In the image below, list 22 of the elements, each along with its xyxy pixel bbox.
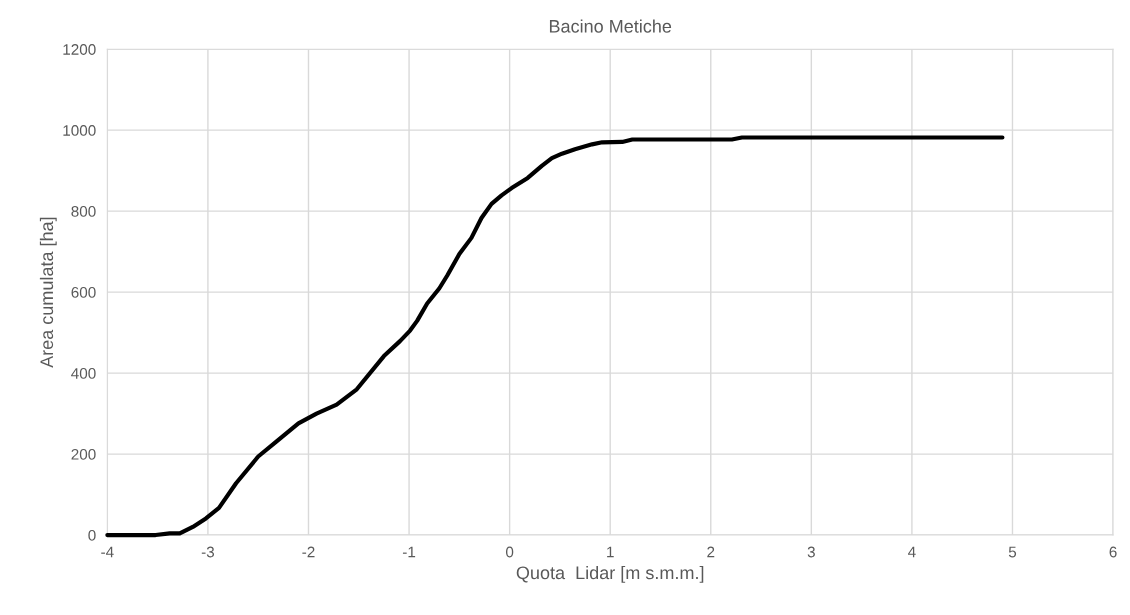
y-tick-label: 0 xyxy=(88,529,96,541)
chart-title: Bacino Metiche xyxy=(549,19,672,33)
y-tick-label: 1200 xyxy=(63,44,96,55)
x-tick-label: -2 xyxy=(302,546,315,558)
y-tick-label: 600 xyxy=(71,286,96,298)
x-tick-label: 1 xyxy=(607,546,614,558)
x-tick-label: 3 xyxy=(807,546,815,558)
x-tick-label: 2 xyxy=(707,546,715,558)
y-tick-label: 200 xyxy=(71,448,96,460)
y-tick-label: 1000 xyxy=(63,125,96,136)
y-tick-label: 400 xyxy=(71,367,96,379)
line-series xyxy=(105,135,1005,538)
x-axis-title: Quota Lidar [m s.m.m.] xyxy=(516,565,704,583)
x-tick-label: -4 xyxy=(101,546,114,558)
y-axis-title: Area cumulata [ha] xyxy=(39,217,57,368)
x-tick-label: 5 xyxy=(1008,546,1017,558)
x-tick-label: -3 xyxy=(201,546,215,558)
y-tick-label: 800 xyxy=(71,206,96,217)
x-tick-label: 0 xyxy=(505,546,514,558)
x-tick-label: 4 xyxy=(908,546,916,558)
x-tick-label: 6 xyxy=(1109,546,1117,558)
x-tick-label: -1 xyxy=(402,546,416,558)
